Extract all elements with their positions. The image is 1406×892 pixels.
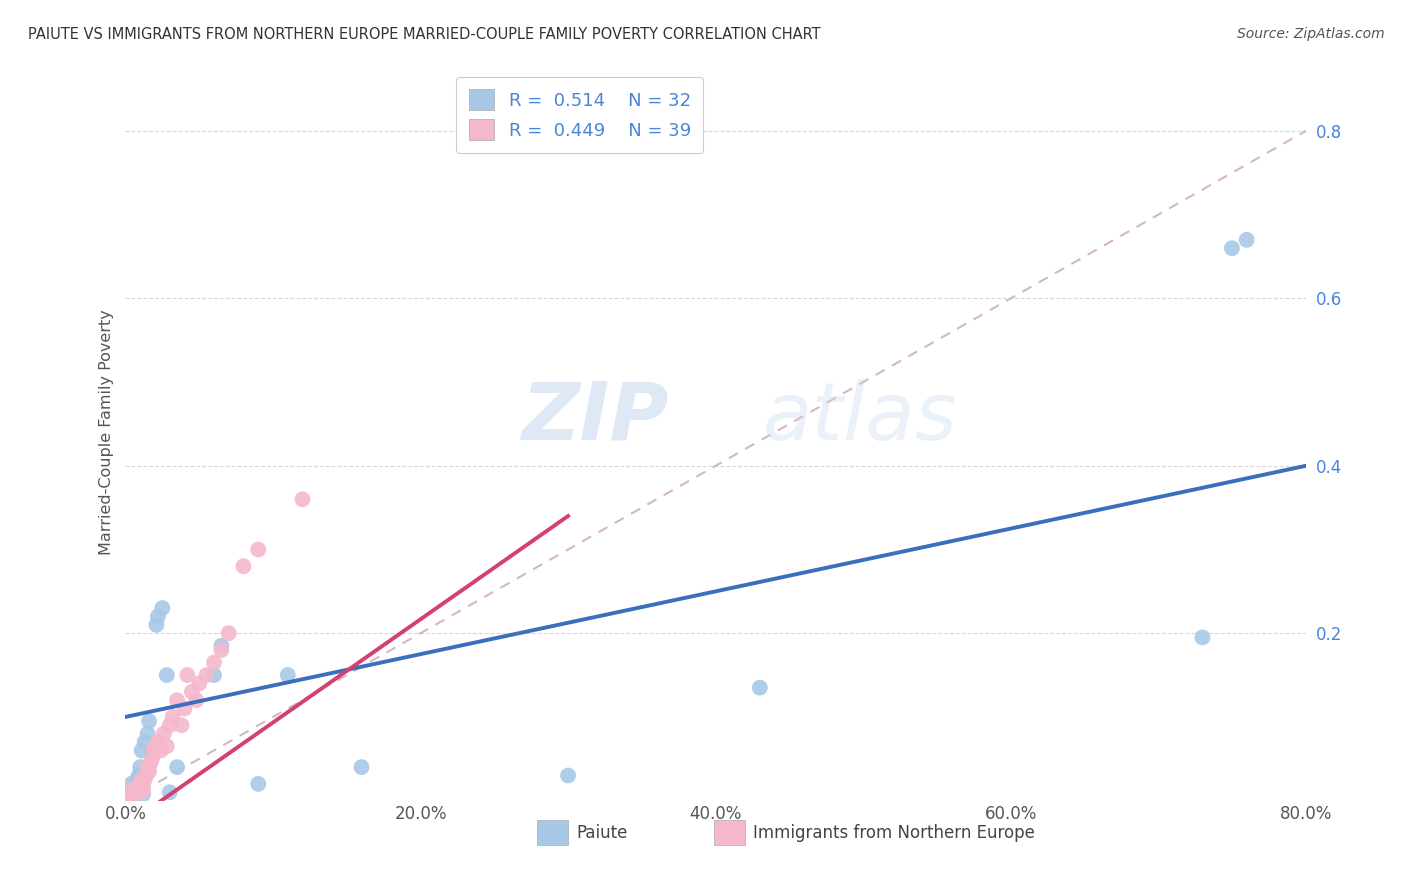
Text: Paiute: Paiute — [576, 823, 627, 842]
Point — [247, 542, 270, 557]
Point — [146, 735, 169, 749]
Point — [138, 714, 160, 728]
Point — [131, 743, 153, 757]
Point — [166, 693, 188, 707]
Point — [142, 743, 165, 757]
Point — [232, 559, 254, 574]
Point — [139, 756, 162, 770]
Point — [132, 787, 155, 801]
Point — [159, 785, 181, 799]
Point — [121, 785, 143, 799]
Text: Source: ZipAtlas.com: Source: ZipAtlas.com — [1237, 27, 1385, 41]
Point — [127, 772, 149, 787]
Point — [146, 609, 169, 624]
Point — [124, 783, 146, 797]
Text: Immigrants from Northern Europe: Immigrants from Northern Europe — [754, 823, 1035, 842]
Point — [128, 779, 150, 793]
Point — [125, 780, 148, 795]
Point — [117, 789, 139, 804]
Point — [131, 772, 153, 787]
Point — [127, 785, 149, 799]
Point — [170, 718, 193, 732]
Point — [120, 777, 142, 791]
Point — [124, 780, 146, 795]
Point — [128, 768, 150, 782]
Point — [134, 772, 156, 787]
Text: ZIP: ZIP — [522, 378, 668, 457]
Point — [202, 656, 225, 670]
Point — [141, 752, 163, 766]
Point — [202, 668, 225, 682]
Point — [150, 601, 173, 615]
Point — [118, 788, 141, 802]
Y-axis label: Married-Couple Family Poverty: Married-Couple Family Poverty — [100, 310, 114, 555]
Legend: R =  0.514    N = 32, R =  0.449    N = 39: R = 0.514 N = 32, R = 0.449 N = 39 — [456, 77, 703, 153]
Point — [143, 739, 166, 754]
Point — [209, 643, 232, 657]
Point — [162, 710, 184, 724]
Point — [159, 718, 181, 732]
Point — [129, 760, 152, 774]
Point — [143, 739, 166, 754]
Text: atlas: atlas — [763, 378, 957, 457]
Point — [121, 787, 143, 801]
Point — [166, 760, 188, 774]
Point — [209, 639, 232, 653]
Point — [195, 668, 218, 682]
Point — [176, 668, 198, 682]
Point — [120, 785, 142, 799]
Point — [136, 726, 159, 740]
Point — [1220, 241, 1243, 255]
Point — [188, 676, 211, 690]
Point — [350, 760, 373, 774]
Point — [156, 739, 179, 754]
Point — [1236, 233, 1258, 247]
Point — [180, 685, 202, 699]
Point — [173, 701, 195, 715]
Point — [149, 743, 172, 757]
Point — [132, 783, 155, 797]
Point — [129, 777, 152, 791]
Point — [218, 626, 240, 640]
Point — [138, 764, 160, 779]
Point — [557, 768, 579, 782]
Text: PAIUTE VS IMMIGRANTS FROM NORTHERN EUROPE MARRIED-COUPLE FAMILY POVERTY CORRELAT: PAIUTE VS IMMIGRANTS FROM NORTHERN EUROP… — [28, 27, 821, 42]
Point — [247, 777, 270, 791]
Point — [186, 693, 208, 707]
Point — [135, 768, 157, 782]
Point — [291, 492, 314, 507]
Point — [117, 789, 139, 804]
Point — [134, 735, 156, 749]
Point — [156, 668, 179, 682]
Point — [125, 787, 148, 801]
Point — [136, 760, 159, 774]
Point — [145, 618, 167, 632]
Point — [1191, 631, 1213, 645]
Point — [748, 681, 770, 695]
Point — [153, 726, 176, 740]
Point — [141, 743, 163, 757]
Point — [277, 668, 299, 682]
Point — [118, 787, 141, 801]
